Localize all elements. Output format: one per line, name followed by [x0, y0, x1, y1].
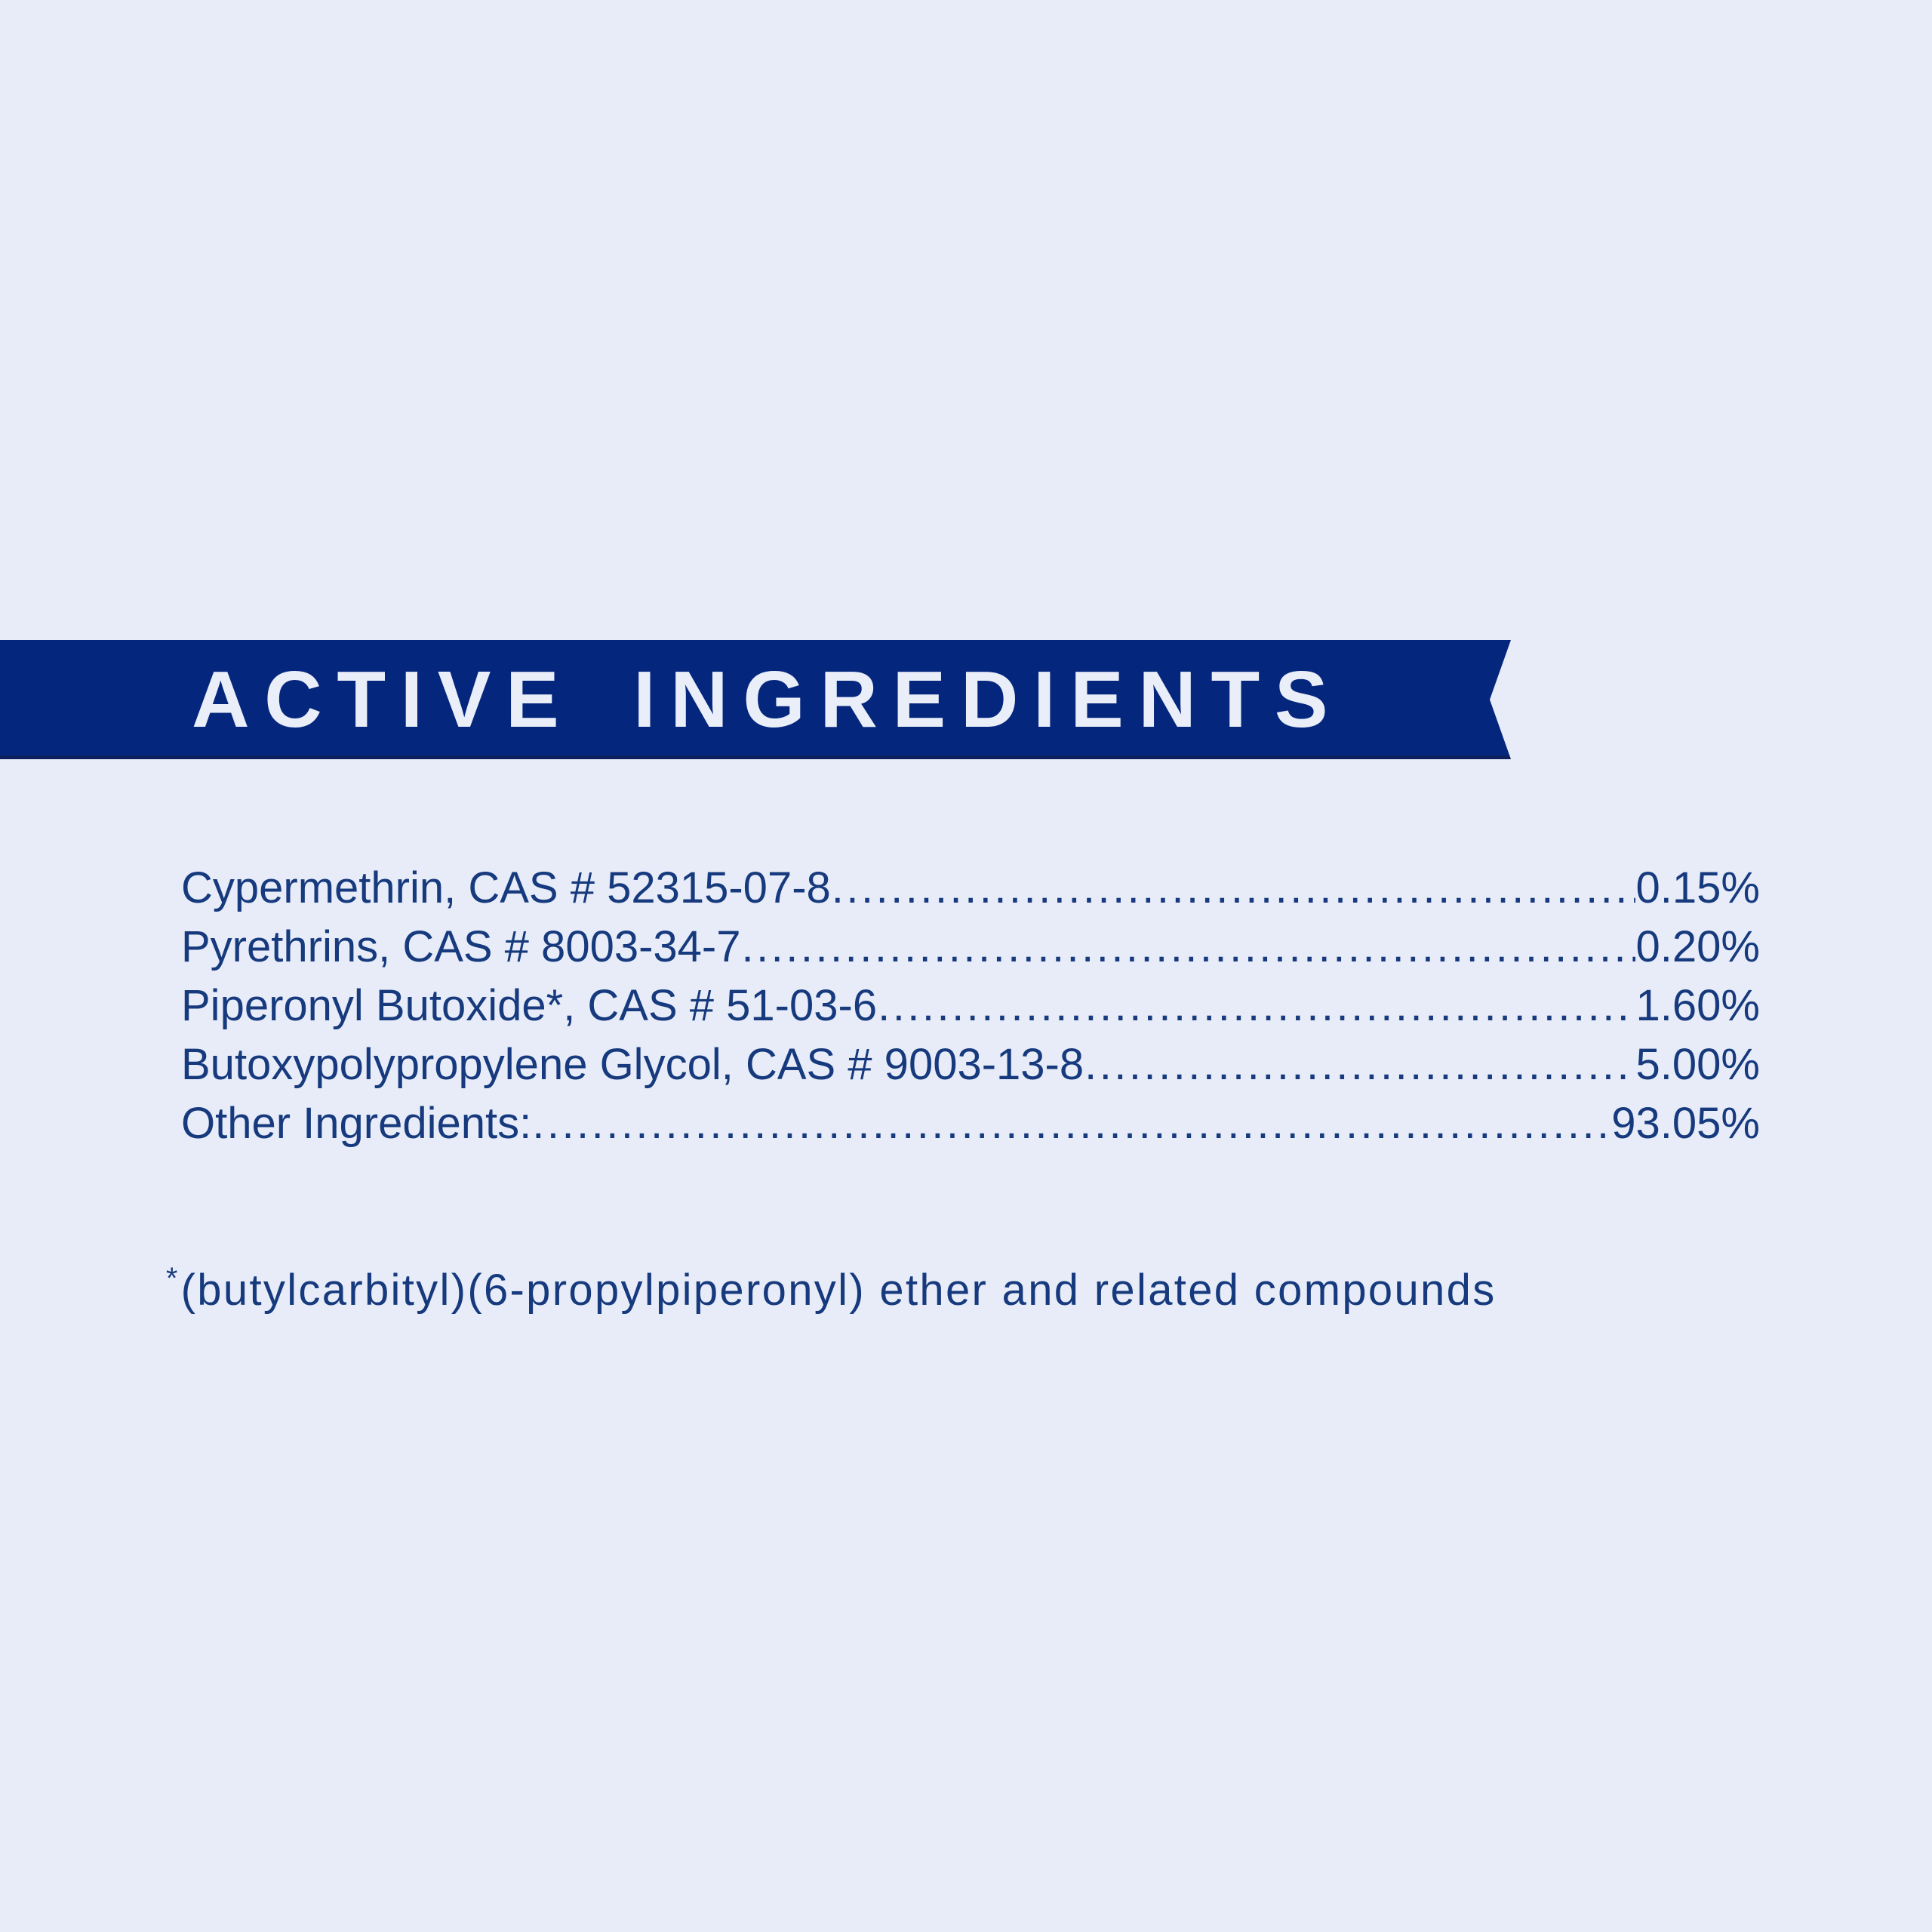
ingredient-row: Pyrethrins, CAS # 8003-34-7 0.20% — [181, 921, 1760, 980]
leader-dots — [878, 980, 1635, 1031]
ingredient-value: 93.05% — [1611, 1099, 1760, 1148]
footnote: *(butylcarbityl)(6-propylpiperonyl) ethe… — [166, 1263, 1766, 1318]
ingredient-value: 1.60% — [1635, 981, 1760, 1030]
ingredient-row: Other Ingredients: 93.05% — [181, 1098, 1760, 1157]
ingredient-row: Cypermethrin, CAS # 52315-07-8 0.15% — [181, 863, 1760, 921]
ingredient-name: Pyrethrins, CAS # 8003-34-7 — [181, 922, 741, 971]
ingredient-name: Piperonyl Butoxide*, CAS # 51-03-6 — [181, 981, 878, 1030]
banner-bottom-shade — [0, 755, 1511, 759]
leader-dots — [832, 863, 1635, 913]
leader-dots — [532, 1098, 1611, 1149]
ingredient-name: Cypermethrin, CAS # 52315-07-8 — [181, 863, 831, 912]
ingredient-name: Butoxypolypropylene Glycol, CAS # 9003-1… — [181, 1040, 1084, 1089]
leader-dots — [741, 921, 1635, 972]
footnote-asterisk-marker: * — [166, 1262, 180, 1296]
ingredients-list: Cypermethrin, CAS # 52315-07-8 0.15% Pyr… — [181, 863, 1760, 1157]
leader-dots — [1084, 1039, 1635, 1090]
ingredient-row: Butoxypolypropylene Glycol, CAS # 9003-1… — [181, 1039, 1760, 1098]
ingredient-value: 5.00% — [1635, 1040, 1760, 1089]
footnote-text: (butylcarbityl)(6-propylpiperonyl) ether… — [180, 1266, 1497, 1315]
ingredient-row: Piperonyl Butoxide*, CAS # 51-03-6 1.60% — [181, 980, 1760, 1039]
ingredient-value: 0.15% — [1635, 863, 1760, 912]
ingredient-value: 0.20% — [1635, 922, 1760, 971]
active-ingredients-banner: ACTIVE INGREDIENTS — [0, 640, 1511, 759]
active-ingredients-title: ACTIVE INGREDIENTS — [192, 655, 1343, 744]
ingredient-name: Other Ingredients: — [181, 1099, 532, 1148]
